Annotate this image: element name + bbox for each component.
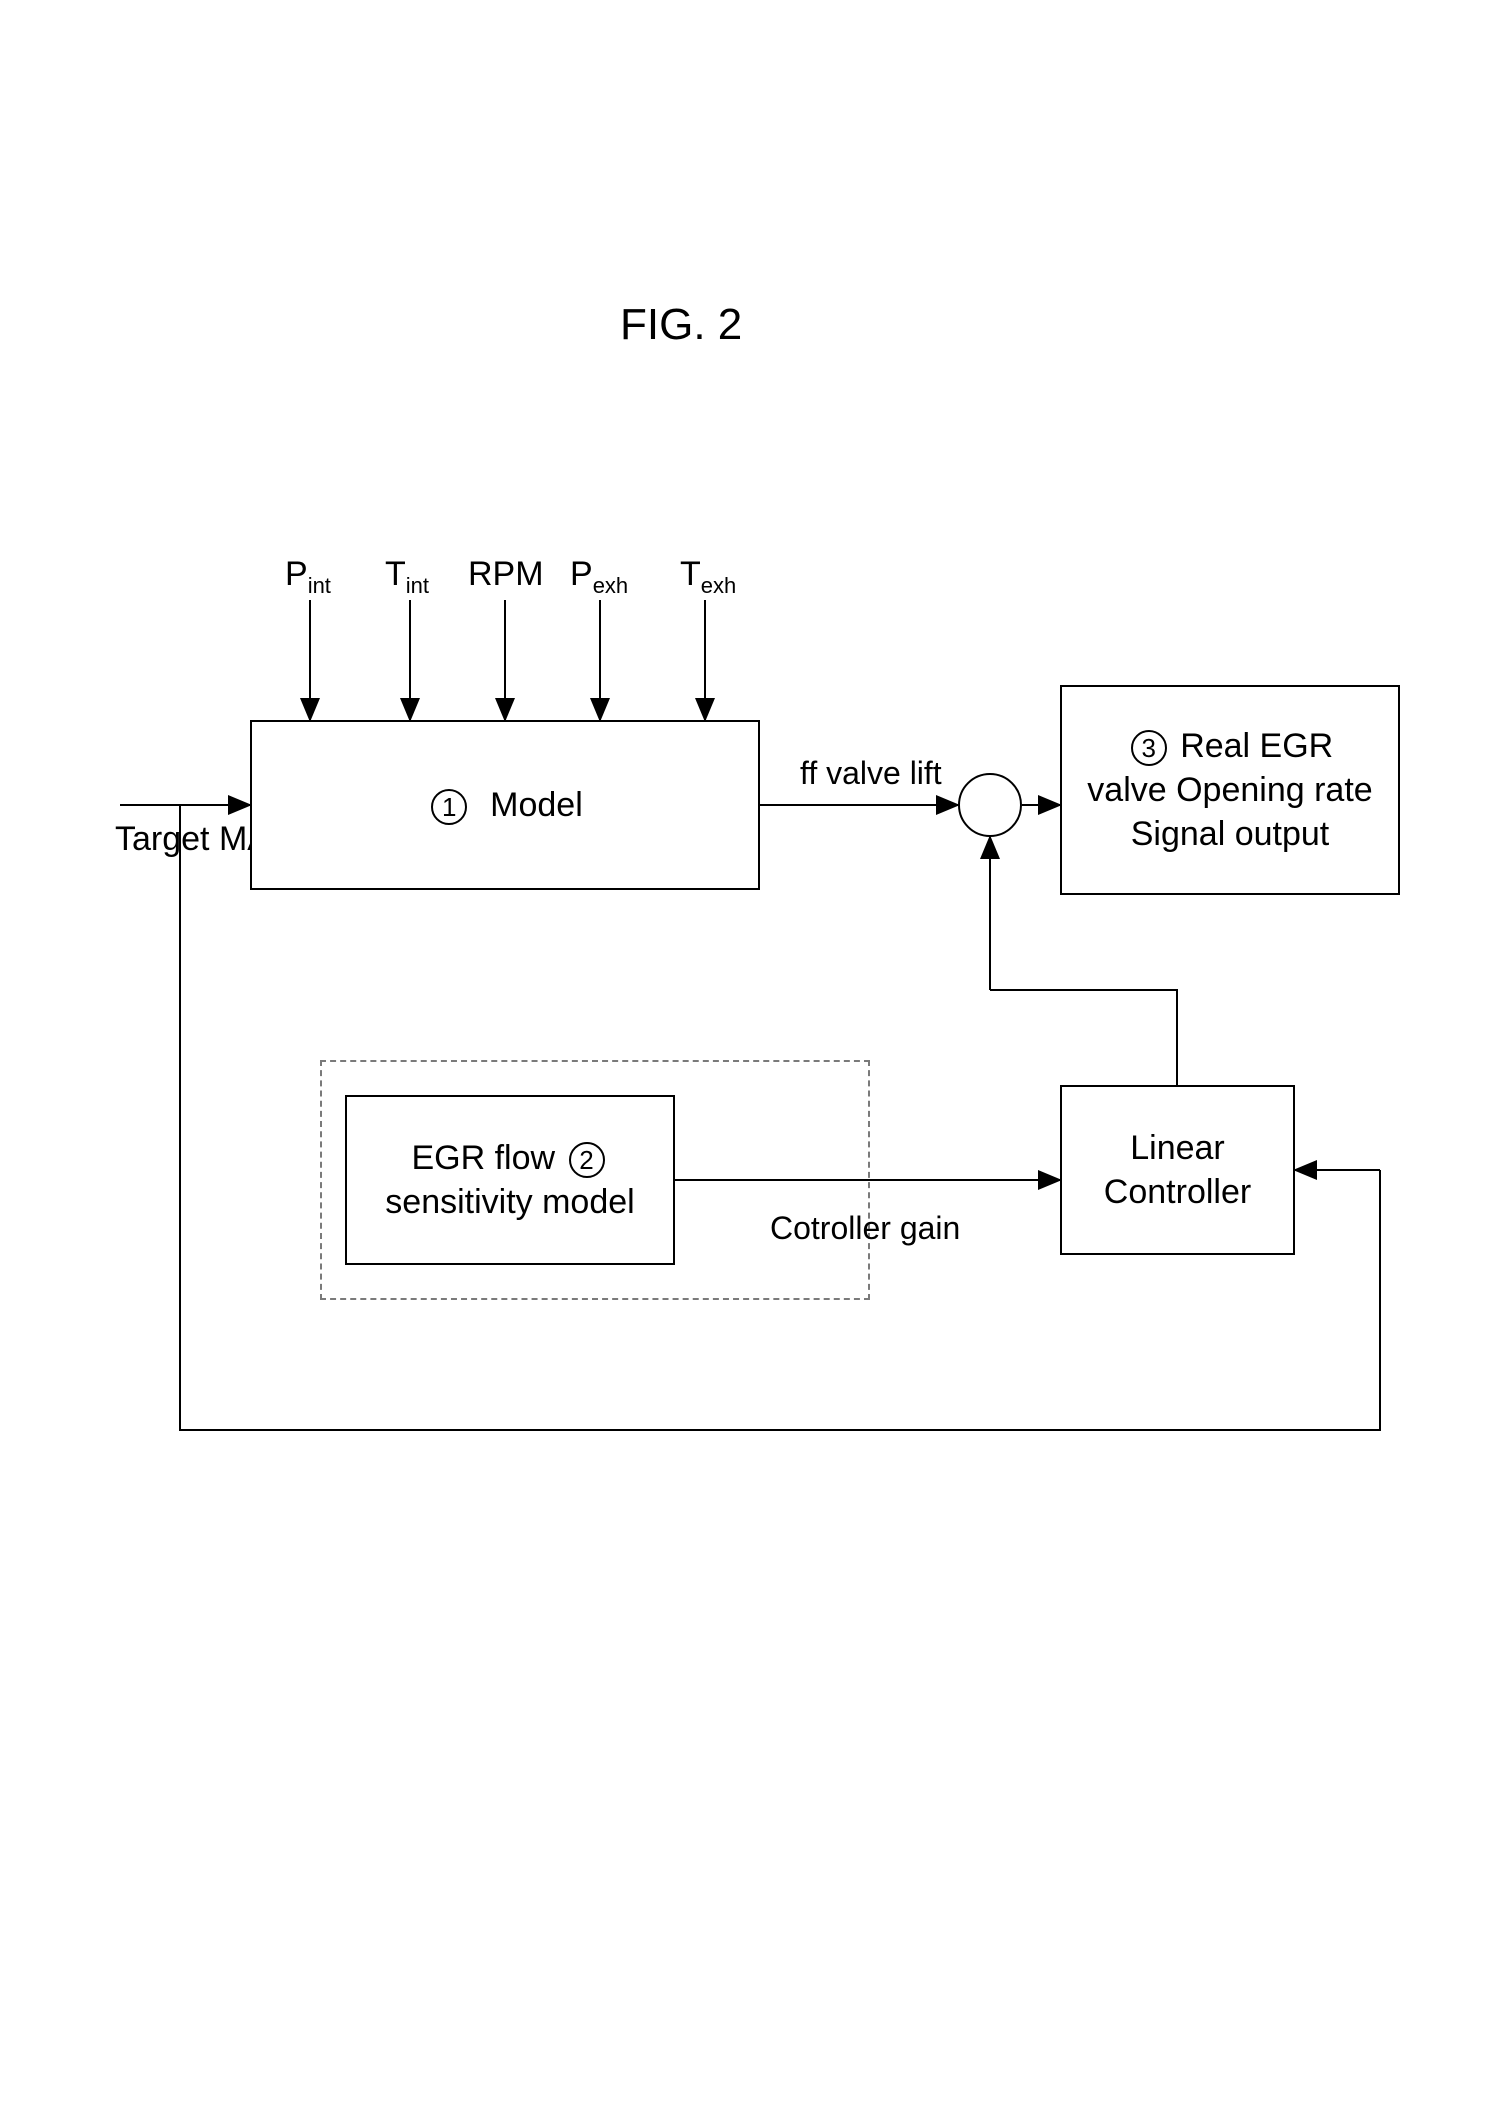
sum-node xyxy=(958,773,1022,837)
output-box: 3 Real EGR valve Opening rate Signal out… xyxy=(1060,685,1400,895)
input-t-exh: Texh xyxy=(680,555,736,599)
input-p-exh: Pexh xyxy=(570,555,628,599)
input-t-int: Tint xyxy=(385,555,429,599)
output-number-icon: 3 xyxy=(1131,730,1167,766)
egr-flow-box: EGR flow 2 sensitivity model xyxy=(345,1095,675,1265)
model-box: 1 Model xyxy=(250,720,760,890)
figure-title: FIG. 2 xyxy=(620,300,742,350)
linear-controller-box: Linear Controller xyxy=(1060,1085,1295,1255)
egr-number-icon: 2 xyxy=(569,1142,605,1178)
controller-gain-label: Cotroller gain xyxy=(770,1210,960,1247)
model-number-icon: 1 xyxy=(431,789,467,825)
ff-valve-lift-label: ff valve lift xyxy=(800,755,942,792)
input-p-int: Pint xyxy=(285,555,331,599)
input-rpm: RPM xyxy=(468,555,544,594)
connectors-svg xyxy=(0,0,1508,2111)
